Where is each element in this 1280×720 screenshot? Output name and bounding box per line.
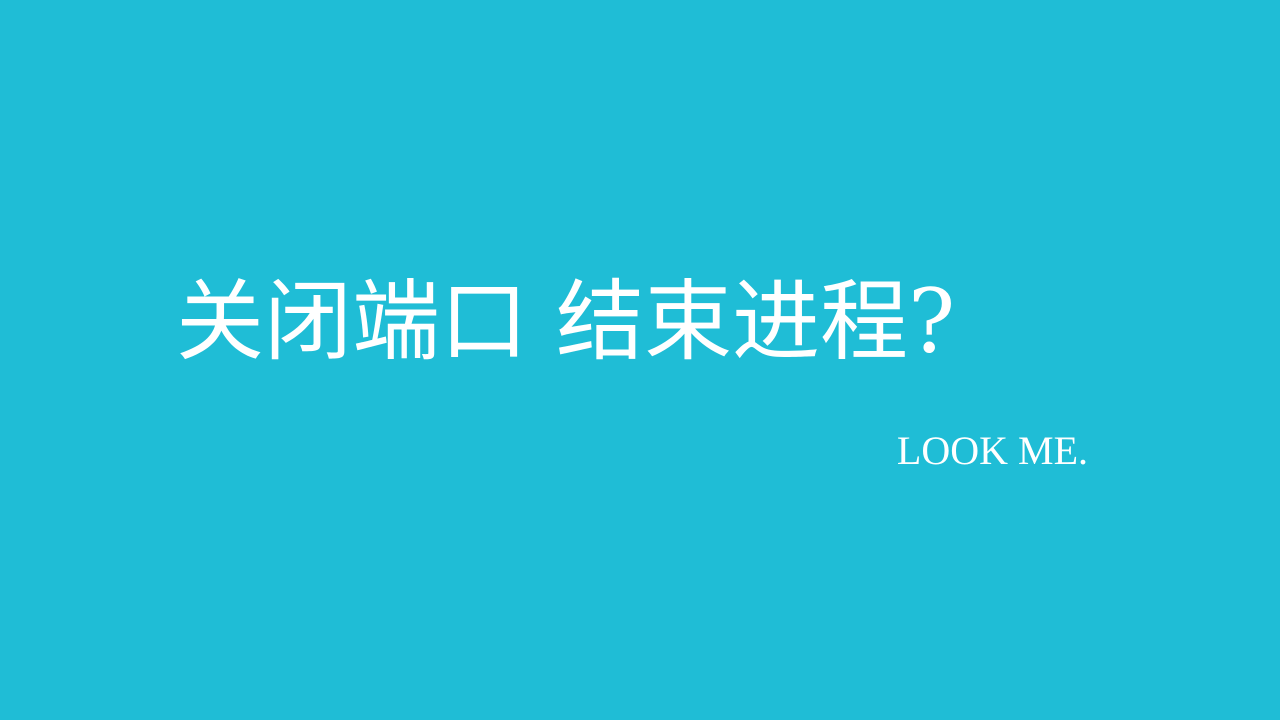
slide-subtitle: LOOK ME. [896, 428, 1088, 473]
slide-title: 关闭端口 结束进程? [176, 270, 956, 373]
